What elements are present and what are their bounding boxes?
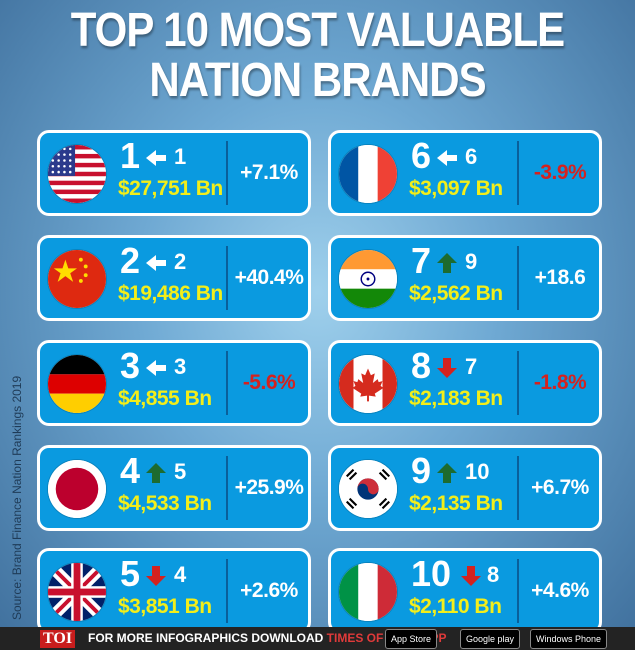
brand-card: 2 2 $19,486 Bn +40.4% [37, 235, 311, 321]
title-line-2: NATION BRANDS [149, 52, 486, 107]
south-korea-flag-icon [339, 460, 397, 518]
rank-number: 6 [411, 135, 432, 176]
rank-number: 9 [411, 450, 432, 491]
footer-promo-prefix: FOR MORE INFOGRAPHICS DOWNLOAD [88, 631, 327, 645]
divider [517, 559, 519, 623]
italy-flag-icon [339, 563, 397, 621]
brand-value: $2,110 Bn [409, 595, 502, 618]
brand-value: $4,855 Bn [118, 387, 212, 410]
brand-card: 5 4 $3,851 Bn +2.6% [37, 548, 311, 634]
brand-value: $19,486 Bn [118, 282, 223, 305]
brand-card: 1 1 $27,751 Bn +7.1% [37, 130, 311, 216]
rank-number: 2 [120, 240, 141, 281]
value-change: +18.6 [534, 266, 586, 289]
down-arrow-icon [144, 564, 168, 588]
brand-card: 6 6 $3,097 Bn -3.9% [328, 130, 602, 216]
left-arrow-icon [144, 356, 168, 380]
brand-card: 9 10 $2,135 Bn +6.7% [328, 445, 602, 531]
value-change: -3.9% [533, 161, 587, 184]
footer-bar: TOI FOR MORE INFOGRAPHICS DOWNLOAD TIMES… [0, 627, 635, 650]
brand-card: 3 3 $4,855 Bn -5.6% [37, 340, 311, 426]
source-note: Source: Brand Finance Nation Rankings 20… [10, 375, 24, 620]
brand-value: $27,751 Bn [118, 177, 223, 200]
value-change: +25.9% [234, 476, 304, 499]
divider [517, 141, 519, 205]
google-play-badge[interactable]: Google play [460, 629, 521, 649]
brand-value: $3,851 Bn [118, 595, 212, 618]
title-line-1: TOP 10 MOST VALUABLE [70, 2, 565, 57]
value-change: +6.7% [531, 476, 589, 499]
down-arrow-icon [459, 564, 483, 588]
previous-rank: 3 [174, 354, 187, 379]
divider [226, 246, 228, 310]
brand-card: 8 7 $2,183 Bn -1.8% [328, 340, 602, 426]
rank-number: 4 [120, 450, 141, 491]
up-arrow-icon [435, 251, 459, 275]
divider [226, 351, 228, 415]
india-flag-icon [339, 250, 397, 308]
left-arrow-icon [435, 146, 459, 170]
previous-rank: 5 [174, 459, 187, 484]
left-arrow-icon [144, 251, 168, 275]
china-flag-icon [48, 250, 106, 308]
rank-number: 10 [411, 553, 452, 594]
value-change: +40.4% [234, 266, 304, 289]
left-arrow-icon [144, 146, 168, 170]
windows-phone-badge[interactable]: Windows Phone [530, 629, 608, 649]
app-store-badge[interactable]: App Store [385, 629, 438, 649]
brand-value: $3,097 Bn [409, 177, 503, 200]
down-arrow-icon [435, 356, 459, 380]
brand-card: 7 9 $2,562 Bn +18.6 [328, 235, 602, 321]
france-flag-icon [339, 145, 397, 203]
divider [517, 456, 519, 520]
previous-rank: 10 [465, 459, 490, 484]
toi-logo: TOI [40, 630, 76, 648]
previous-rank: 2 [174, 249, 187, 274]
germany-flag-icon [48, 355, 106, 413]
previous-rank: 8 [487, 562, 500, 587]
rank-number: 3 [120, 345, 141, 386]
brand-value: $2,183 Bn [409, 387, 503, 410]
previous-rank: 7 [465, 354, 478, 379]
brand-card: 10 8 $2,110 Bn +4.6% [328, 548, 602, 634]
usa-flag-icon [48, 145, 106, 203]
canada-flag-icon [339, 355, 397, 413]
value-change: +2.6% [240, 579, 298, 602]
previous-rank: 6 [465, 144, 478, 169]
rank-number: 7 [411, 240, 432, 281]
value-change: +4.6% [531, 579, 589, 602]
divider [517, 351, 519, 415]
rank-number: 5 [120, 553, 141, 594]
brand-value: $2,135 Bn [409, 492, 503, 515]
uk-flag-icon [48, 563, 106, 621]
value-change: +7.1% [240, 161, 298, 184]
value-change: -5.6% [242, 371, 296, 394]
previous-rank: 9 [465, 249, 478, 274]
divider [226, 456, 228, 520]
previous-rank: 1 [174, 144, 187, 169]
divider [226, 559, 228, 623]
previous-rank: 4 [174, 562, 187, 587]
up-arrow-icon [435, 461, 459, 485]
divider [517, 246, 519, 310]
up-arrow-icon [144, 461, 168, 485]
brand-card: 4 5 $4,533 Bn +25.9% [37, 445, 311, 531]
rank-number: 1 [120, 135, 141, 176]
brand-value: $2,562 Bn [409, 282, 503, 305]
rank-number: 8 [411, 345, 432, 386]
brand-value: $4,533 Bn [118, 492, 212, 515]
japan-flag-icon [48, 460, 106, 518]
divider [226, 141, 228, 205]
value-change: -1.8% [533, 371, 587, 394]
